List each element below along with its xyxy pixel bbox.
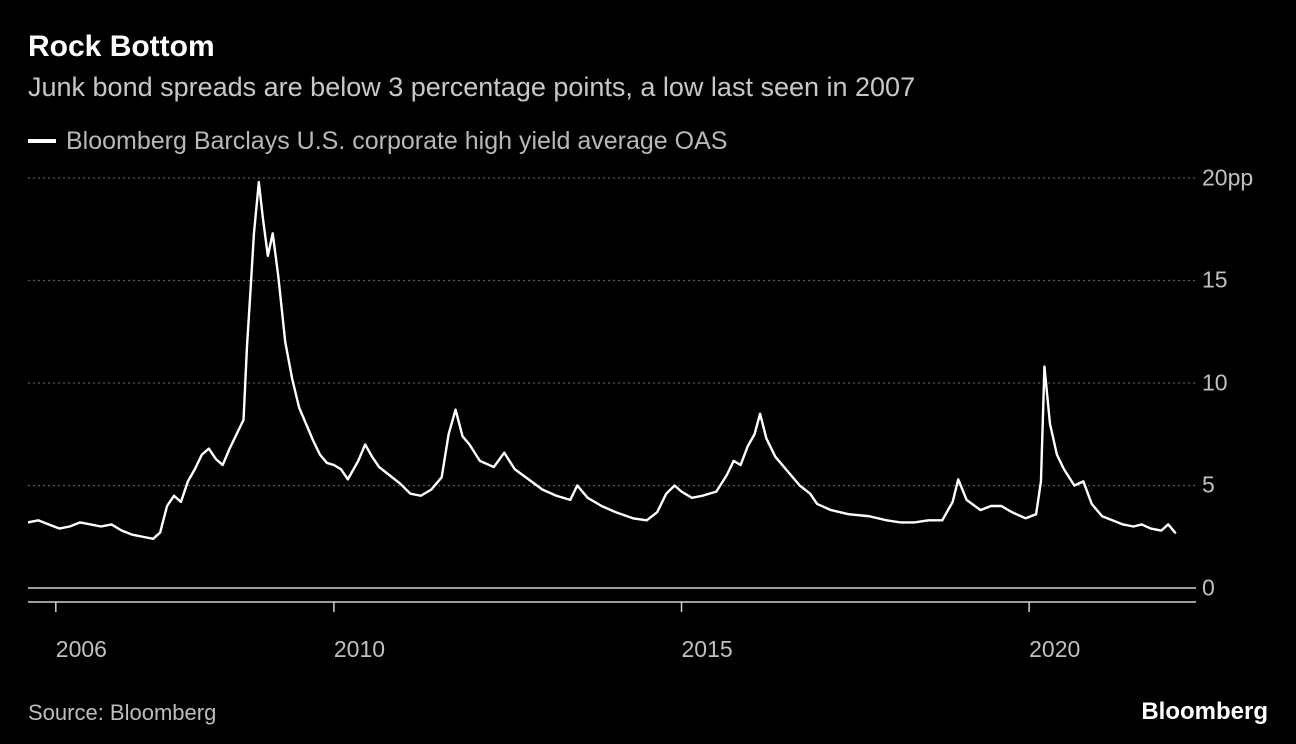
x-tick-label: 2010 (334, 636, 385, 663)
x-axis-labels: 2006201020152020 (28, 616, 1268, 646)
chart-footer: Source: Bloomberg Bloomberg (28, 698, 1268, 726)
chart-plot-area: 05101520pp 2006201020152020 (28, 168, 1268, 616)
y-tick-label: 20pp (1202, 164, 1262, 191)
y-tick-label: 15 (1202, 267, 1262, 294)
chart-container: Rock Bottom Junk bond spreads are below … (0, 0, 1296, 744)
y-tick-label: 5 (1202, 472, 1262, 499)
x-tick-label: 2020 (1029, 636, 1080, 663)
legend-line-icon (28, 139, 56, 143)
y-tick-label: 0 (1202, 574, 1262, 601)
brand-text: Bloomberg (1141, 698, 1268, 726)
y-axis-labels: 05101520pp (1198, 168, 1268, 616)
source-text: Source: Bloomberg (28, 700, 216, 726)
x-tick-label: 2015 (682, 636, 733, 663)
y-tick-label: 10 (1202, 369, 1262, 396)
legend-label: Bloomberg Barclays U.S. corporate high y… (66, 127, 727, 156)
chart-title: Rock Bottom (28, 28, 1268, 66)
line-chart-svg (28, 168, 1268, 616)
x-tick-label: 2006 (56, 636, 107, 663)
chart-subtitle: Junk bond spreads are below 3 percentage… (28, 70, 1268, 105)
legend: Bloomberg Barclays U.S. corporate high y… (28, 127, 1268, 156)
